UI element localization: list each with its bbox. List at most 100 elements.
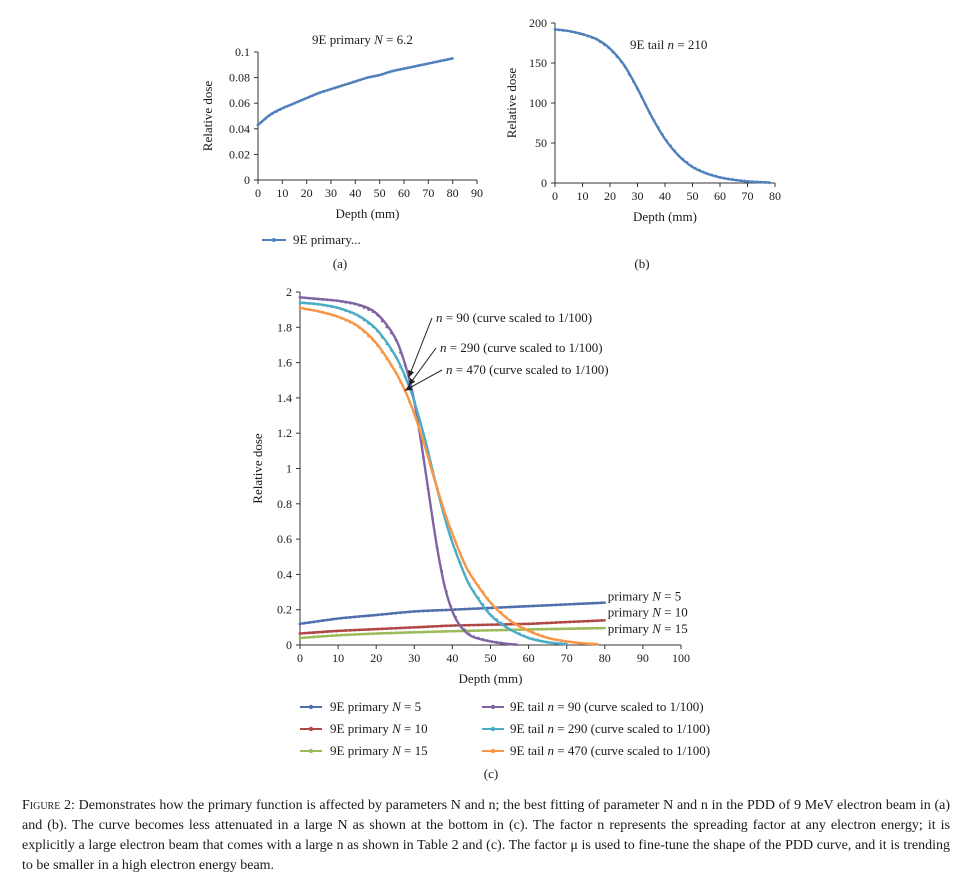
series-marker-b-1 — [706, 172, 710, 176]
x-tick-label-a: 20 — [301, 186, 313, 200]
series-marker-b-1 — [768, 181, 771, 185]
y-tick-label-c: 0.2 — [277, 603, 292, 617]
series-marker-c-1 — [422, 609, 425, 613]
figure-caption: Figure 2: Demonstrates how the primary f… — [22, 796, 950, 876]
series-marker-c-4 — [335, 299, 338, 303]
x-tick-label-b: 80 — [769, 189, 781, 203]
series-marker-c-3 — [536, 627, 540, 631]
series-marker-c-1 — [390, 612, 393, 615]
series-marker-c-3 — [444, 630, 448, 633]
series-marker-c-2 — [440, 624, 444, 628]
y-axis-title-a: Relative dose — [200, 81, 215, 152]
series-marker-c-6 — [522, 626, 526, 630]
series-marker-c-1 — [426, 609, 430, 613]
series-marker-c-3 — [550, 627, 553, 631]
series-end-label-2: primary N = 10 — [608, 604, 688, 619]
series-marker-c-2 — [577, 620, 581, 623]
series-marker-c-6 — [353, 323, 357, 326]
series-marker-c-4 — [326, 298, 329, 302]
series-marker-c-2 — [330, 629, 334, 633]
series-marker-b-1 — [755, 180, 759, 184]
caption-label: Figure 2: — [22, 798, 75, 813]
series-marker-c-3 — [371, 632, 375, 636]
series-marker-c-5 — [504, 624, 508, 628]
series-marker-a-1 — [431, 61, 435, 64]
series-marker-b-1 — [726, 177, 730, 181]
series-marker-c-3 — [586, 626, 590, 630]
series-marker-c-4 — [458, 624, 462, 627]
series-marker-c-1 — [417, 609, 421, 613]
series-marker-c-5 — [367, 322, 370, 325]
series-marker-c-1 — [504, 605, 508, 609]
y-tick-label-c: 2 — [286, 285, 292, 299]
series-marker-a-1 — [409, 65, 413, 69]
caption-text: Demonstrates how the primary function is… — [22, 798, 950, 873]
series-marker-b-1 — [669, 144, 672, 148]
series-marker-c-5 — [508, 628, 512, 631]
series-marker-c-6 — [371, 338, 375, 342]
series-marker-c-5 — [554, 641, 558, 645]
y-tick-label-a: 0.08 — [229, 71, 250, 85]
series-marker-c-1 — [572, 602, 576, 606]
series-marker-c-5 — [513, 630, 517, 633]
series-marker-c-4 — [440, 569, 444, 573]
series-marker-c-1 — [326, 618, 329, 622]
series-marker-c-2 — [403, 626, 407, 630]
series-marker-b-1 — [759, 180, 763, 184]
series-marker-c-3 — [449, 629, 453, 633]
series-marker-c-1 — [380, 613, 384, 616]
series-marker-b-1 — [702, 170, 705, 174]
series-marker-c-1 — [568, 602, 572, 606]
series-marker-c-5 — [321, 303, 325, 307]
series-marker-c-1 — [353, 615, 357, 619]
series-marker-a-1 — [398, 68, 402, 71]
series-marker-c-5 — [499, 621, 503, 625]
series-marker-c-1 — [467, 607, 471, 611]
series-marker-c-3 — [559, 627, 562, 631]
series-marker-c-4 — [486, 639, 489, 643]
series-marker-a-1 — [391, 69, 395, 73]
y-tick-label-b: 200 — [529, 16, 547, 30]
series-marker-c-6 — [559, 638, 562, 642]
series-marker-b-1 — [570, 30, 573, 34]
series-marker-a-1 — [388, 70, 391, 74]
series-marker-c-1 — [367, 614, 370, 618]
series-marker-c-1 — [431, 609, 434, 613]
series-marker-a-1 — [384, 71, 388, 75]
x-tick-label-c: 80 — [599, 651, 611, 665]
series-marker-c-2 — [422, 625, 425, 629]
series-marker-c-6 — [399, 380, 402, 384]
series-marker-b-1 — [710, 173, 714, 177]
y-tick-label-a: 0 — [244, 173, 250, 187]
series-marker-c-1 — [298, 622, 302, 626]
legend-label-c-5: 9E tail n = 290 (curve scaled to 1/100) — [510, 721, 710, 736]
series-marker-c-1 — [518, 605, 521, 608]
y-axis-title-b: Relative dose — [504, 68, 519, 139]
series-marker-c-5 — [540, 639, 544, 643]
series-marker-c-2 — [595, 619, 599, 623]
series-marker-c-5 — [394, 355, 398, 359]
series-marker-c-3 — [454, 629, 457, 633]
series-marker-c-4 — [394, 338, 398, 342]
series-marker-a-1 — [304, 97, 307, 100]
x-tick-label-a: 50 — [374, 186, 386, 200]
series-marker-c-3 — [376, 632, 380, 635]
series-marker-c-4 — [495, 640, 498, 644]
series-marker-c-2 — [550, 621, 553, 625]
series-marker-c-6 — [440, 501, 444, 505]
series-marker-c-3 — [321, 634, 325, 638]
series-marker-c-2 — [358, 628, 361, 632]
series-marker-c-4 — [316, 297, 320, 301]
series-marker-c-1 — [591, 601, 595, 605]
series-marker-c-4 — [380, 319, 384, 323]
series-marker-c-3 — [504, 628, 508, 632]
series-marker-c-1 — [454, 608, 457, 611]
series-marker-c-4 — [371, 310, 375, 314]
series-marker-a-1 — [377, 73, 380, 77]
series-marker-c-1 — [403, 610, 407, 614]
series-marker-c-5 — [358, 315, 361, 319]
series-marker-c-5 — [390, 348, 393, 352]
x-tick-label-a: 70 — [422, 186, 434, 200]
series-marker-c-5 — [417, 416, 421, 420]
series-marker-c-3 — [367, 632, 370, 636]
